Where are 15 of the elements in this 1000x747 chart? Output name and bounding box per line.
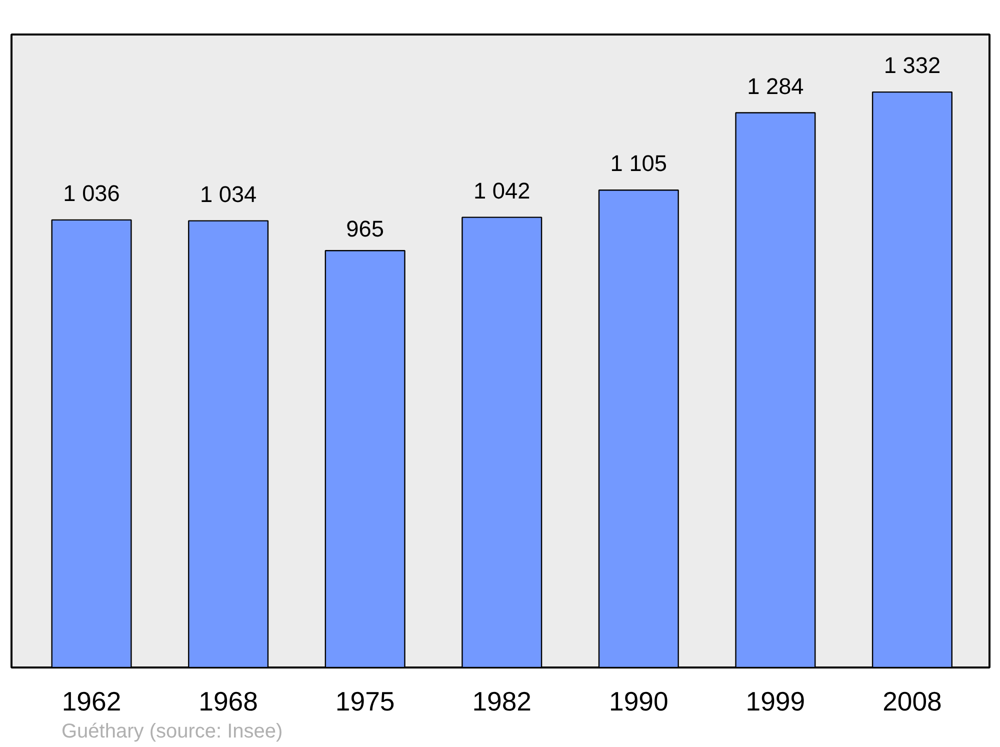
x-tick-label: 2008 bbox=[882, 686, 942, 716]
data-label: 1 042 bbox=[474, 177, 530, 204]
data-label: 1 105 bbox=[610, 150, 668, 176]
x-tick-label: 1962 bbox=[62, 686, 122, 716]
x-tick-label: 1999 bbox=[746, 686, 806, 716]
text: Guéthary (source: Insee) bbox=[62, 720, 283, 742]
data-label: 1 036 bbox=[63, 180, 120, 206]
x-tick-label: 1982 bbox=[472, 686, 532, 716]
x-tick-label: 1975 bbox=[335, 686, 395, 716]
data-label: 1 284 bbox=[747, 72, 804, 99]
x-tick-label: 1968 bbox=[198, 686, 258, 716]
data-label: 1 034 bbox=[200, 180, 257, 207]
data-label: 1 332 bbox=[884, 52, 941, 78]
data-label: 965 bbox=[346, 216, 384, 242]
x-tick-label: 1990 bbox=[609, 686, 668, 716]
